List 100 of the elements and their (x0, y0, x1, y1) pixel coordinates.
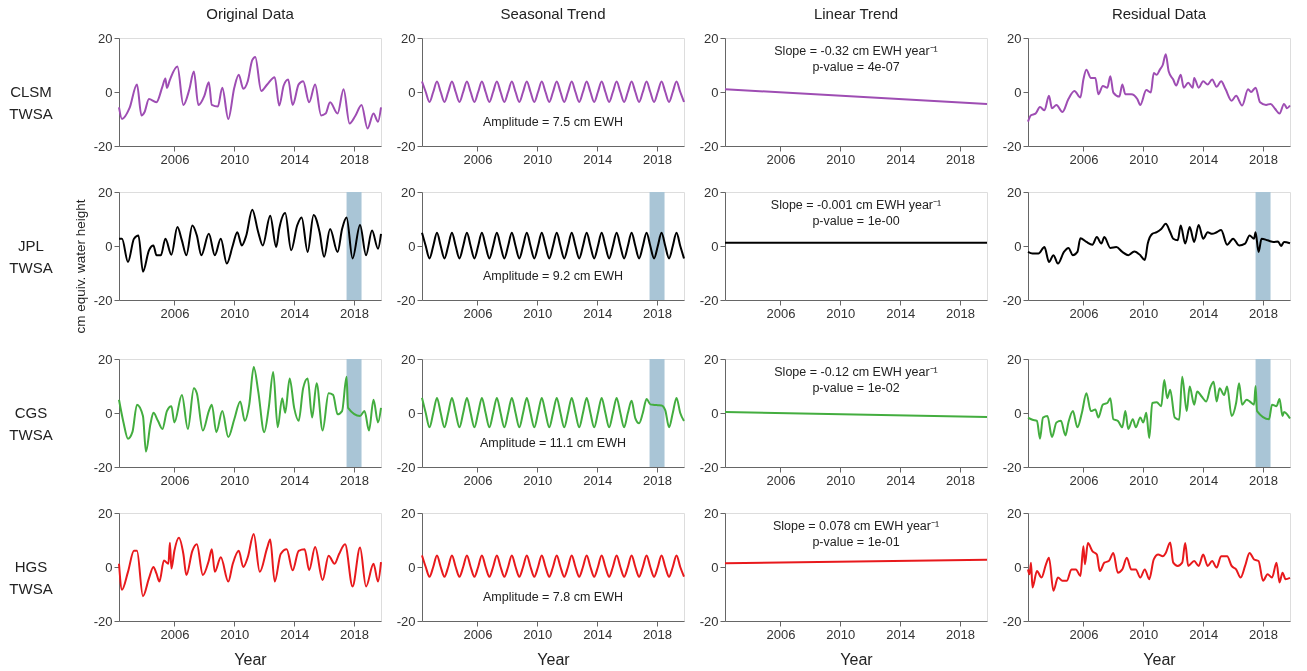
x-tick-label: 2014 (280, 305, 310, 321)
x-tick-label: 2010 (1129, 472, 1159, 488)
y-tick-label: 20 (401, 184, 416, 200)
x-tick-label: 2006 (463, 472, 493, 488)
x-tick-label: 2006 (160, 626, 190, 642)
y-tick-label: 20 (401, 351, 416, 367)
annotation: Slope = -0.12 cm EWH year⁻¹ (774, 364, 938, 379)
y-tick-label: 20 (1007, 505, 1022, 521)
y-tick-label: -20 (1002, 613, 1022, 629)
y-tick-label: 0 (105, 84, 113, 100)
x-tick-label: 2018 (643, 626, 673, 642)
line-series (1027, 375, 1291, 440)
x-tick-label: 2014 (886, 305, 916, 321)
annotation: Amplitude = 7.5 cm EWH (483, 115, 623, 130)
x-tick-label: 2010 (523, 626, 553, 642)
annotation: Amplitude = 11.1 cm EWH (479, 436, 627, 451)
y-tick-label: 0 (1014, 405, 1022, 421)
x-tick-label: 2010 (826, 305, 856, 321)
x-tick-label: 2014 (280, 151, 310, 167)
x-tick-label: 2014 (1189, 626, 1219, 642)
line-series (1027, 53, 1291, 123)
x-tick-label: 2014 (886, 151, 916, 167)
x-tick-label: 2006 (463, 305, 493, 321)
x-tick-label: 2018 (643, 472, 673, 488)
y-tick-label: -20 (396, 613, 416, 629)
line-series (1027, 222, 1291, 265)
x-axis-title: Year (234, 650, 268, 668)
y-tick-label: 0 (711, 238, 719, 254)
y-tick-label: 0 (1014, 84, 1022, 100)
x-tick-label: 2010 (220, 472, 250, 488)
y-tick-label: 0 (711, 84, 719, 100)
y-tick-label: -20 (93, 292, 113, 308)
y-tick-label: 20 (704, 184, 719, 200)
x-tick-label: 2010 (826, 626, 856, 642)
x-tick-label: 2006 (160, 305, 190, 321)
x-tick-label: 2006 (1069, 626, 1099, 642)
x-tick-label: 2018 (946, 626, 976, 642)
chart-title: Seasonal Trend (500, 5, 606, 22)
x-tick-label: 2014 (1189, 305, 1219, 321)
y-tick-label: 0 (408, 84, 416, 100)
chart-title: Original Data (206, 5, 295, 22)
y-tick-label: -20 (699, 459, 719, 475)
x-tick-label: 2014 (280, 626, 310, 642)
chart-title: Linear Trend (813, 5, 899, 22)
y-axis-title: cm equiv. water height (72, 199, 88, 334)
chart-title: Residual Data (1111, 5, 1207, 22)
x-tick-label: 2006 (1069, 472, 1099, 488)
line-series (421, 396, 685, 429)
x-axis-title: Year (840, 650, 874, 668)
y-tick-label: 20 (401, 505, 416, 521)
x-tick-label: 2018 (946, 472, 976, 488)
y-tick-label: -20 (699, 138, 719, 154)
x-tick-label: 2010 (220, 626, 250, 642)
y-tick-label: -20 (699, 292, 719, 308)
x-tick-label: 2014 (886, 472, 916, 488)
line-series (118, 533, 382, 598)
y-tick-label: 0 (408, 238, 416, 254)
x-tick-label: 2018 (1249, 151, 1279, 167)
annotation: Amplitude = 9.2 cm EWH (483, 269, 623, 284)
y-tick-label: 20 (98, 351, 113, 367)
x-tick-label: 2006 (463, 626, 493, 642)
y-tick-label: 20 (98, 505, 113, 521)
y-tick-label: 0 (711, 559, 719, 575)
x-tick-label: 2014 (1189, 151, 1219, 167)
y-tick-label: -20 (396, 459, 416, 475)
y-tick-label: -20 (1002, 459, 1022, 475)
x-tick-label: 2018 (1249, 472, 1279, 488)
annotation: p-value = 1e-00 (812, 214, 900, 229)
y-tick-label: 0 (105, 238, 113, 254)
x-tick-label: 2010 (1129, 151, 1159, 167)
text: HGS TWSA (9, 558, 53, 597)
y-tick-label: 0 (408, 405, 416, 421)
x-tick-label: 2010 (523, 151, 553, 167)
text: CGS TWSA (9, 404, 53, 443)
x-tick-label: 2010 (1129, 626, 1159, 642)
y-tick-label: -20 (396, 138, 416, 154)
x-tick-label: 2018 (340, 472, 370, 488)
x-tick-label: 2018 (946, 151, 976, 167)
y-tick-label: -20 (93, 459, 113, 475)
annotation: Slope = -0.32 cm EWH year⁻¹ (774, 43, 938, 58)
annotation: p-value = 1e-01 (812, 535, 900, 550)
x-axis-title: Year (1143, 650, 1177, 668)
y-tick-label: 20 (1007, 351, 1022, 367)
x-tick-label: 2018 (946, 305, 976, 321)
text: CLSM TWSA (9, 83, 53, 122)
x-tick-label: 2006 (766, 151, 796, 167)
x-tick-label: 2014 (886, 626, 916, 642)
y-tick-label: 20 (704, 505, 719, 521)
x-tick-label: 2010 (220, 305, 250, 321)
y-tick-label: 20 (1007, 30, 1022, 46)
y-tick-label: -20 (93, 613, 113, 629)
y-tick-label: -20 (1002, 138, 1022, 154)
x-axis-title: Year (537, 650, 571, 668)
line-series (118, 55, 382, 130)
y-tick-label: 20 (401, 30, 416, 46)
y-tick-label: 0 (1014, 238, 1022, 254)
y-tick-label: 20 (98, 30, 113, 46)
text: JPL TWSA (9, 237, 53, 276)
x-tick-label: 2006 (1069, 151, 1099, 167)
x-tick-label: 2010 (826, 151, 856, 167)
